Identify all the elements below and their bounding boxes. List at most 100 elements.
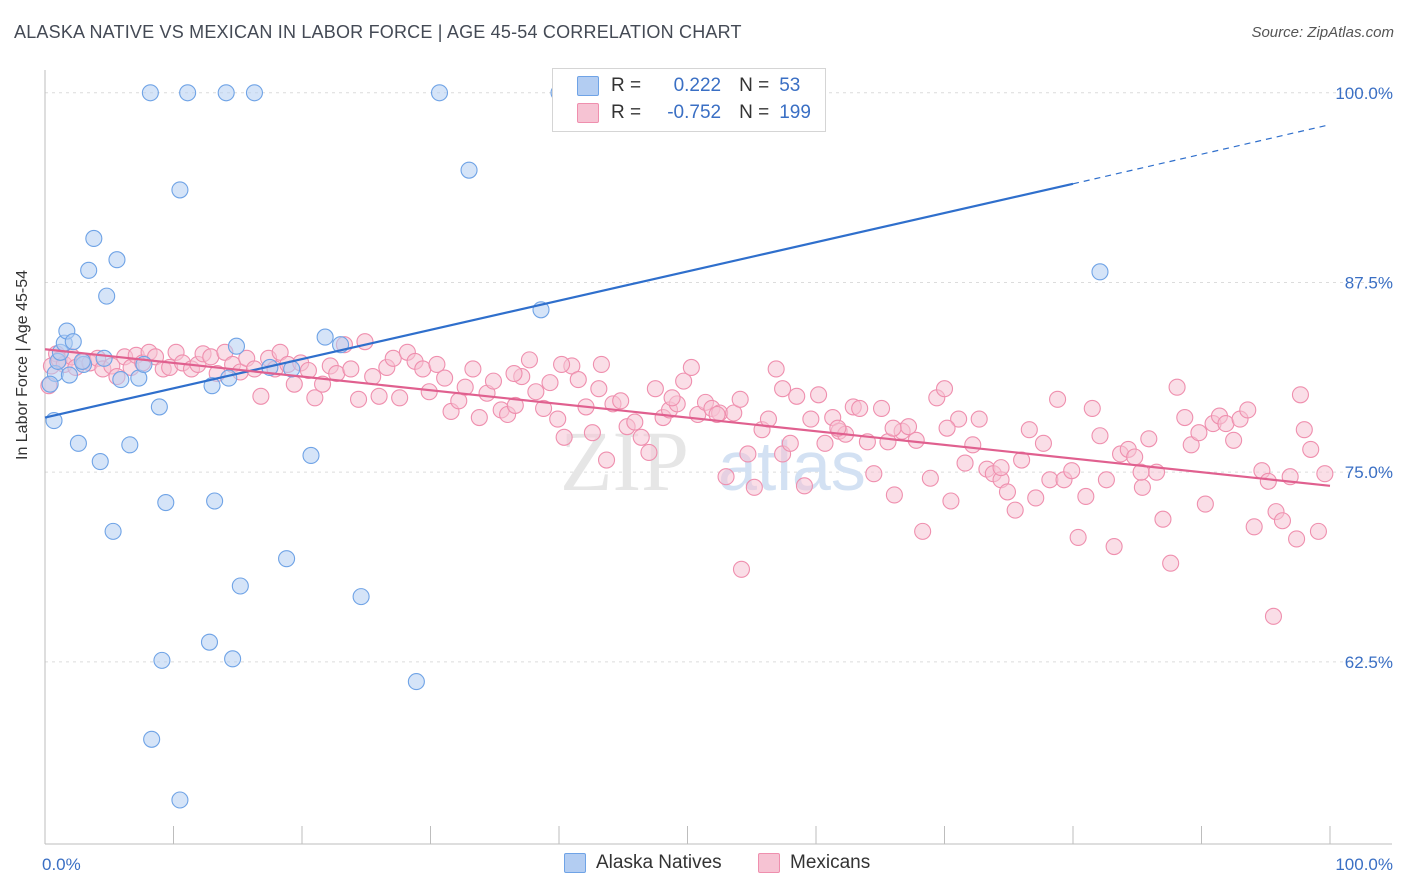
data-point <box>767 360 785 378</box>
data-point <box>349 390 368 408</box>
mexicans-n-value: 199 <box>779 102 811 123</box>
data-point <box>1027 489 1045 507</box>
data-point <box>1077 487 1095 506</box>
data-point <box>85 229 103 248</box>
data-point <box>121 436 139 454</box>
y-tick-label: 87.5% <box>1345 273 1393 292</box>
data-point <box>506 396 524 414</box>
data-point <box>157 493 175 512</box>
data-point <box>278 550 296 568</box>
data-point <box>663 389 681 407</box>
data-point <box>632 428 650 446</box>
data-point <box>41 375 59 393</box>
data-point <box>69 434 87 452</box>
data-point <box>505 364 523 383</box>
alaska-r-value: 0.222 <box>673 75 722 96</box>
data-point <box>1133 478 1151 496</box>
data-point <box>104 522 122 540</box>
x-tick-labels: 0.0% 100.0% <box>42 855 1393 874</box>
data-point <box>1239 401 1257 419</box>
data-point <box>171 181 189 199</box>
data-point <box>143 730 161 748</box>
data-point <box>527 383 545 401</box>
data-point <box>745 478 763 496</box>
data-point <box>1020 421 1038 439</box>
data-point <box>91 453 109 471</box>
data-point <box>725 404 743 422</box>
data-point <box>717 468 735 486</box>
data-point <box>200 633 219 651</box>
data-point <box>682 358 700 377</box>
data-point <box>80 261 98 279</box>
data-point <box>98 287 116 305</box>
data-point <box>206 492 224 510</box>
data-point <box>224 650 242 668</box>
data-point <box>553 355 571 373</box>
mexicans-points <box>40 333 1334 625</box>
data-point <box>245 84 264 102</box>
data-point <box>1034 434 1052 452</box>
trend-lines <box>44 124 1331 487</box>
data-point <box>739 445 757 463</box>
data-point <box>64 333 82 351</box>
data-point <box>675 372 693 390</box>
data-point <box>1190 424 1208 442</box>
data-point <box>227 337 246 355</box>
data-point <box>921 469 939 487</box>
data-point <box>203 377 221 395</box>
data-point <box>541 374 559 392</box>
data-point <box>865 465 883 483</box>
data-point <box>1291 386 1309 404</box>
data-point <box>108 251 126 269</box>
gridlines <box>45 92 1392 663</box>
data-point <box>1091 263 1109 281</box>
data-point <box>942 492 960 510</box>
mexicans-swatch <box>577 103 599 123</box>
data-point <box>1316 465 1334 483</box>
data-point <box>970 410 988 428</box>
data-point <box>1140 430 1158 448</box>
data-point <box>1309 522 1327 540</box>
bottom-legend-mexicans[interactable]: Mexicans <box>758 852 870 874</box>
legend-row-mexicans: R = -0.752 N = 199 <box>577 102 811 124</box>
n-label: N = <box>739 102 770 123</box>
data-point <box>914 522 932 540</box>
data-point <box>795 477 813 495</box>
source-label: Source: ZipAtlas.com <box>1251 24 1394 41</box>
data-point <box>95 349 113 367</box>
data-point <box>992 459 1010 477</box>
legend-row-alaska: R = 0.222 N = 53 <box>577 75 800 97</box>
data-point <box>612 392 630 410</box>
data-point <box>60 366 78 384</box>
data-point <box>851 399 869 417</box>
data-point <box>731 390 749 408</box>
data-point <box>430 84 449 102</box>
bottom-legend-alaska[interactable]: Alaska Natives <box>564 852 722 874</box>
r-label: R = <box>611 102 642 123</box>
data-point <box>1083 399 1101 417</box>
data-point <box>179 84 197 102</box>
data-point <box>1126 448 1144 466</box>
data-point <box>352 588 370 606</box>
data-point <box>956 454 974 472</box>
data-point <box>464 360 482 378</box>
data-point <box>964 436 982 454</box>
data-point <box>112 371 130 389</box>
data-point <box>626 413 644 431</box>
data-point <box>1259 472 1277 490</box>
data-point <box>302 446 320 465</box>
data-point <box>252 387 270 405</box>
data-point <box>998 483 1017 501</box>
data-point <box>1217 415 1235 433</box>
data-point <box>1097 471 1115 489</box>
mexicans-r-value: -0.752 <box>667 102 722 123</box>
mexicans-trend-line <box>44 348 1331 487</box>
data-point <box>884 419 902 437</box>
data-point <box>1162 554 1180 572</box>
data-point <box>73 352 91 370</box>
data-point <box>732 560 751 578</box>
data-point <box>456 378 474 396</box>
data-point <box>938 419 956 437</box>
data-point <box>316 328 334 346</box>
data-point <box>1063 462 1081 480</box>
